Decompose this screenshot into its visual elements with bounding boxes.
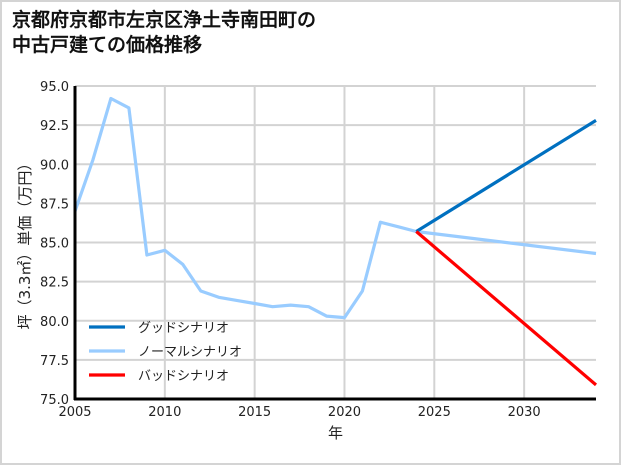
x-tick-label: 2015 xyxy=(238,405,271,420)
series-line-1 xyxy=(73,96,597,320)
y-axis-label: 坪（3.3㎡）単価（万円） xyxy=(16,156,34,330)
x-tick-label: 2010 xyxy=(148,405,181,420)
y-tick-label: 87.5 xyxy=(40,197,69,212)
y-tick-labels: 75.0 77.5 80.0 82.5 85.0 87.5 90.0 92.5 95.0 xyxy=(40,80,69,408)
y-tick-label: 85.0 xyxy=(40,237,69,252)
x-tick-label: 2005 xyxy=(58,405,91,420)
y-tick-label: 75.0 xyxy=(40,393,69,408)
chart-title: 京都府京都市左京区浄土寺南田町の 中古戸建ての価格推移 xyxy=(12,8,316,58)
x-tick-labels: 2005 2010 2015 2020 2025 2030 xyxy=(58,405,540,420)
legend-label-0: グッドシナリオ xyxy=(138,321,229,336)
axes xyxy=(73,86,596,401)
series-line-0 xyxy=(415,119,597,233)
y-tick-label: 95.0 xyxy=(40,80,69,95)
chart-title-line-1: 京都府京都市左京区浄土寺南田町の xyxy=(12,9,317,31)
y-tick-label: 77.5 xyxy=(40,354,69,369)
y-tick-label: 90.0 xyxy=(40,158,69,173)
grid-lines xyxy=(75,85,596,399)
x-tick-label: 2020 xyxy=(328,405,361,420)
y-tick-label: 92.5 xyxy=(40,119,69,134)
legend-label-1: ノーマルシナリオ xyxy=(138,345,242,360)
series-lines xyxy=(73,96,598,387)
x-axis-label: 年 xyxy=(328,424,343,442)
chart-title-line-2: 中古戸建ての価格推移 xyxy=(12,34,203,56)
x-tick-label: 2025 xyxy=(418,405,451,420)
x-tick-label: 2030 xyxy=(508,405,541,420)
legend-label-2: バッドシナリオ xyxy=(138,369,229,384)
series-line-2 xyxy=(415,230,598,387)
y-tick-label: 82.5 xyxy=(40,276,69,291)
y-tick-label: 80.0 xyxy=(40,315,69,330)
